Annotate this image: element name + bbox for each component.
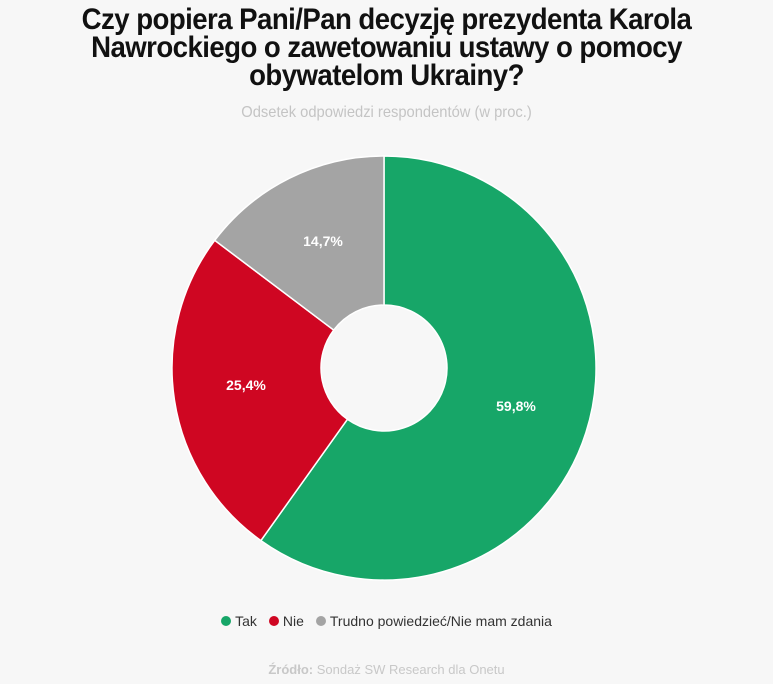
slice-label-trudno: 14,7% [303, 233, 343, 249]
legend-label: Nie [282, 613, 304, 629]
slice-label-tak: 59,8% [496, 398, 536, 414]
legend-item-nie[interactable]: Nie [268, 613, 304, 629]
slice-label-nie: 25,4% [226, 377, 266, 393]
title-line-3: obywatelom Ukrainy? [249, 59, 524, 92]
slice-trudno[interactable] [213, 155, 385, 332]
donut-slices [171, 155, 597, 581]
legend-item-tak[interactable]: Tak [221, 613, 257, 629]
source-text: Sondaż SW Research dla Onetu [313, 662, 505, 677]
chart-subtitle: Odsetek odpowiedzi respondentów (w proc.… [241, 104, 532, 121]
source-note: Źródło: Sondaż SW Research dla Onetu [0, 662, 773, 677]
legend-label: Trudno powiedzieć/Nie mam zdania [329, 613, 552, 629]
legend-label: Tak [235, 613, 257, 629]
source-prefix: Źródło: [268, 662, 314, 677]
title-line-1: Czy popiera Pani/Pan decyzję prezydenta … [81, 3, 692, 36]
chart-title: Czy popiera Pani/Pan decyzję prezydenta … [31, 3, 742, 92]
legend-item-trudno[interactable]: Trudno powiedzieć/Nie mam zdania [315, 613, 552, 629]
legend-dot-icon [268, 616, 279, 626]
legend-dot-icon [315, 616, 326, 626]
slice-nie[interactable] [171, 239, 349, 542]
legend: Tak Nie Trudno powiedzieć/Nie mam zdania [0, 613, 773, 629]
slice-tak[interactable] [259, 155, 597, 581]
legend-dot-icon [221, 616, 232, 626]
title-line-2: Nawrockiego o zawetowaniu ustawy o pomoc… [91, 31, 682, 64]
